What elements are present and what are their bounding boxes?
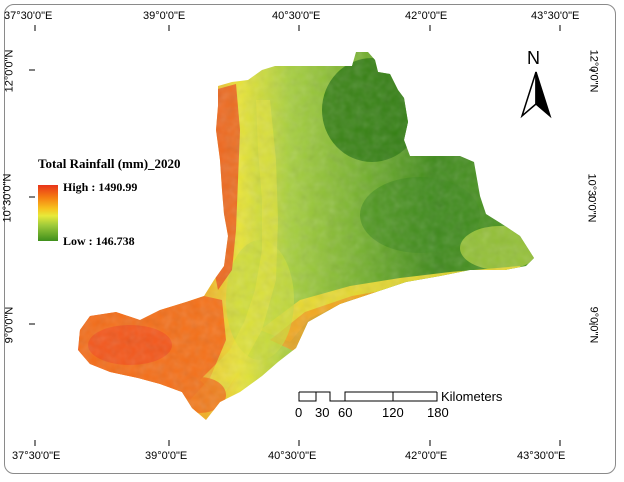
graticule-top-label: 39°0'0"E — [143, 10, 186, 22]
graticule-bottom-label: 43°30'0"E — [517, 450, 566, 462]
graticule-top-label: 40°30'0"E — [272, 10, 321, 22]
scale-bar — [298, 391, 438, 402]
graticule-right-label: 10°30'0"N — [585, 173, 598, 223]
graticule-left-label: 12°0'0"N — [3, 49, 16, 93]
legend-low-label: Low : 146.738 — [63, 234, 135, 248]
scale-tick-label: 30 — [315, 405, 330, 420]
graticule-top-label: 37°30'0"E — [4, 10, 53, 22]
graticule-bottom-label: 40°30'0"E — [268, 450, 317, 462]
legend-title: Total Rainfall (mm)_2020 — [38, 156, 181, 171]
scale-unit-label: Kilometers — [441, 389, 503, 404]
graticule-ticks — [29, 25, 595, 446]
legend-color-ramp — [38, 185, 58, 241]
graticule-top-label: 43°30'0"E — [531, 10, 580, 22]
scale-tick-label: 120 — [382, 405, 404, 420]
rainfall-raster — [78, 52, 534, 420]
graticule-bottom-label: 42°0'0"E — [405, 450, 448, 462]
graticule-top-label: 42°0'0"E — [405, 10, 448, 22]
graticule-bottom-label: 37°30'0"E — [12, 450, 61, 462]
north-arrow-icon — [520, 71, 552, 119]
graticule-left-label: 9°0'0"N — [3, 306, 16, 344]
map-frame — [4, 4, 616, 474]
graticule-left-label: 10°30'0"N — [1, 173, 14, 223]
scale-tick-label: 180 — [427, 405, 449, 420]
graticule-right-label: 12°0'0"N — [587, 49, 600, 93]
legend-high-label: High : 1490.99 — [63, 180, 138, 194]
scale-tick-label: 60 — [338, 405, 353, 420]
graticule-bottom-label: 39°0'0"E — [145, 450, 188, 462]
north-label: N — [527, 48, 540, 68]
graticule-right-label: 9°0'0"N — [587, 306, 600, 344]
scale-tick-label: 0 — [295, 405, 303, 420]
